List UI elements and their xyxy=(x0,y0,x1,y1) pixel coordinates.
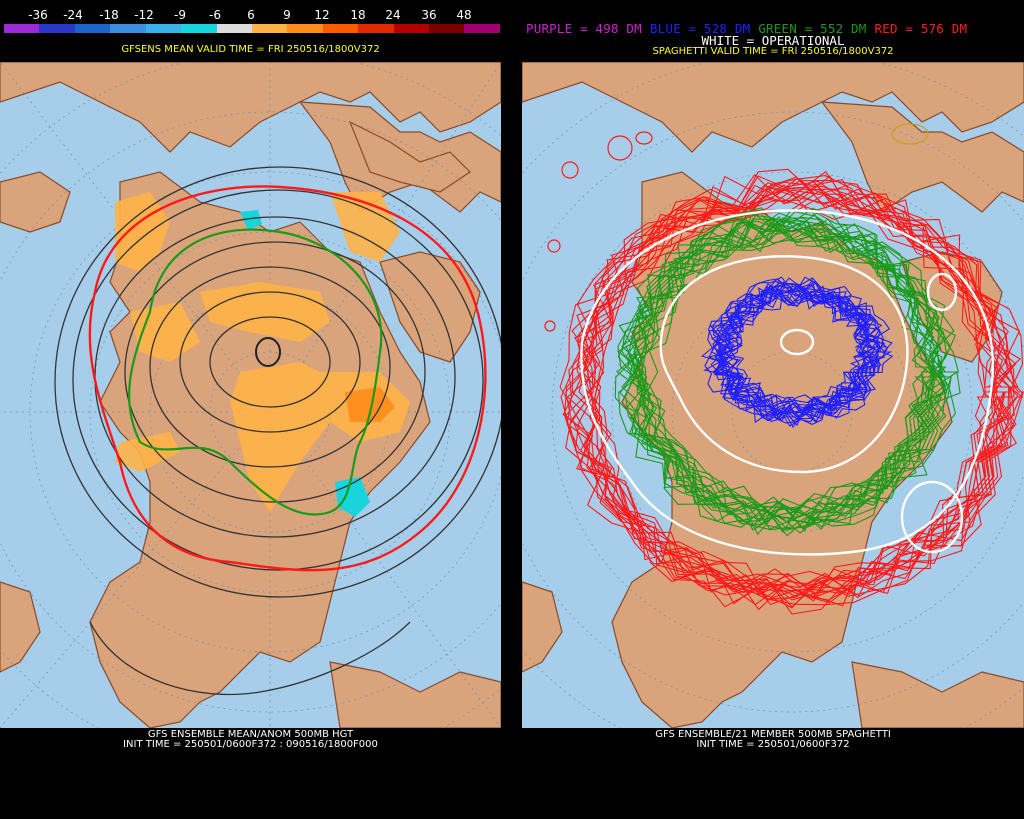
colorbar-swatch xyxy=(4,24,40,33)
white-operational-contours xyxy=(580,209,995,556)
ensemble-member-contour xyxy=(716,278,880,411)
right-footer-title: GFS ENSEMBLE/21 MEMBER 500MB SPAGHETTI xyxy=(655,729,891,740)
ensemble-member-contour xyxy=(560,180,1015,611)
spaghetti-map-graphic xyxy=(522,62,1024,728)
colorbar-label: 36 xyxy=(421,8,437,22)
polar-low-center xyxy=(255,337,281,367)
legend-red: RED = 576 DM xyxy=(874,21,968,36)
panel-divider xyxy=(501,0,522,819)
colorbar-label: 48 xyxy=(456,8,472,22)
colorbar-swatch xyxy=(181,24,217,33)
spaghetti-panel: PURPLE = 498 DM BLUE = 528 DM GREEN = 552 … xyxy=(522,0,1024,819)
colorbar-swatch xyxy=(251,24,288,33)
ensemble-member-contour xyxy=(641,212,960,522)
red-576-spaghetti xyxy=(559,168,1024,615)
left-footer-init: INIT TIME = 250501/0600F372 : 090516/180… xyxy=(123,739,378,750)
legend-blue: BLUE = 528 DM xyxy=(649,21,751,36)
red-576-contour xyxy=(88,185,487,572)
blue-528-spaghetti xyxy=(701,276,894,429)
height-contours xyxy=(54,166,501,696)
colorbar-swatch xyxy=(110,24,146,33)
strong-positive-anomaly xyxy=(345,387,395,422)
left-footer-title: GFS ENSEMBLE MEAN/ANOM 500MB HGT xyxy=(147,729,354,740)
ensemble-member-contour xyxy=(564,184,1016,601)
colorbar-label: 6 xyxy=(247,8,255,22)
ensemble-mean-map xyxy=(0,62,501,728)
colorbar-swatch xyxy=(39,24,75,33)
anomaly-colorbar xyxy=(4,24,500,33)
ensemble-member-contour xyxy=(594,194,1024,606)
colorbar-swatch xyxy=(216,24,252,33)
legend-green: GREEN = 552 DM xyxy=(758,21,867,36)
left-valid-time: GFSENS MEAN VALID TIME = FRI 250516/1800… xyxy=(121,44,380,55)
small-red-cells xyxy=(544,131,653,332)
ensemble-member-contour xyxy=(583,175,1017,601)
colorbar-label: -9 xyxy=(174,8,186,22)
ensemble-member-contour xyxy=(617,215,937,536)
colorbar-label: 9 xyxy=(283,8,291,22)
colorbar-swatch xyxy=(145,24,182,33)
ensemble-member-contour xyxy=(571,175,1005,595)
colorbar-swatch xyxy=(74,24,111,33)
colorbar-label: -12 xyxy=(134,8,154,22)
ensemble-member-contour xyxy=(721,290,882,423)
legend-purple: PURPLE = 498 DM xyxy=(526,21,642,36)
right-footer-init: INIT TIME = 250501/0600F372 xyxy=(696,739,850,750)
colorbar-label: 18 xyxy=(350,8,366,22)
green-552-spaghetti xyxy=(614,207,961,537)
colorbar-label: -18 xyxy=(99,8,119,22)
colorbar-swatch xyxy=(358,24,394,33)
right-valid-time: SPAGHETTI VALID TIME = FRI 250516/1800V3… xyxy=(652,46,894,57)
spaghetti-legend: PURPLE = 498 DM BLUE = 528 DM GREEN = 552 … xyxy=(526,22,1020,36)
ensemble-member-contour xyxy=(582,187,1017,601)
mean-anomaly-map-graphic xyxy=(0,62,501,728)
ensemble-member-contour xyxy=(589,178,1024,606)
colorbar-swatch xyxy=(287,24,323,33)
ensemble-member-contour xyxy=(710,276,872,417)
colorbar-label: -24 xyxy=(63,8,83,22)
colorbar-label: -6 xyxy=(209,8,221,22)
colorbar-swatch xyxy=(429,24,465,33)
ensemble-member-contour xyxy=(704,288,877,423)
land-layer xyxy=(522,62,1024,728)
ensemble-member-contour xyxy=(710,283,882,422)
colorbar-swatch xyxy=(322,24,359,33)
ensemble-member-contour xyxy=(627,209,950,516)
colorbar-label: 12 xyxy=(314,8,330,22)
extra-contour xyxy=(891,123,929,145)
ensemble-member-contour xyxy=(629,223,952,531)
ensemble-mean-panel: -36 -24 -18 -12 -9 -6 6 9 12 18 24 36 48… xyxy=(0,0,501,819)
ensemble-member-contour xyxy=(574,184,1000,607)
legend-operational: WHITE = OPERATIONAL xyxy=(701,33,845,48)
anomaly-colorbar-labels: -36 -24 -18 -12 -9 -6 6 9 12 18 24 36 48 xyxy=(4,8,500,22)
colorbar-label: 24 xyxy=(385,8,401,22)
spaghetti-map xyxy=(522,62,1024,728)
ensemble-member-contour xyxy=(565,180,999,599)
green-552-contour xyxy=(128,228,383,516)
colorbar-swatch xyxy=(464,24,500,33)
ensemble-member-contour xyxy=(618,209,940,521)
ensemble-member-contour xyxy=(721,281,886,418)
colorbar-swatch xyxy=(393,24,430,33)
colorbar-label: -36 xyxy=(28,8,48,22)
